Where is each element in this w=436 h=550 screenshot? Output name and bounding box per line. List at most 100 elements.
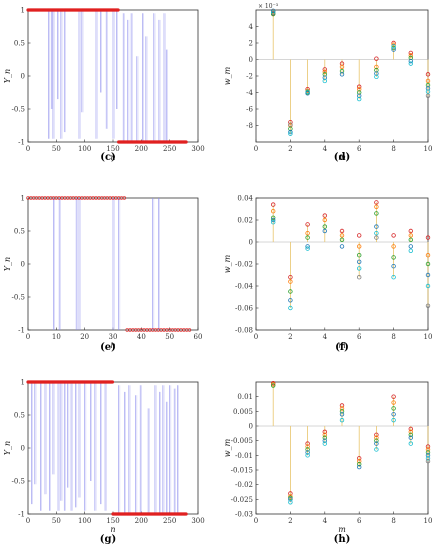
weight-point xyxy=(408,228,413,234)
weight-point xyxy=(288,298,293,303)
x-tick-label: 150 xyxy=(106,517,119,525)
weight-point xyxy=(305,441,310,446)
x-tick-label: 40 xyxy=(137,333,146,341)
weight-point xyxy=(391,244,396,249)
weight-point xyxy=(425,444,431,449)
weight-point xyxy=(357,259,362,264)
y-tick-label: 0 xyxy=(21,261,25,269)
weight-point xyxy=(339,406,345,411)
panel-g: 0 50 100 150 200 250 300 -1 -0.5 0 0.5 1 n Y_n (g) xyxy=(3,379,205,546)
weight-point xyxy=(425,252,431,258)
x-tick-label: 50 xyxy=(52,517,61,525)
weight-point xyxy=(374,74,379,80)
weight-point xyxy=(322,432,327,437)
y-tick-label: -1 xyxy=(18,511,25,519)
weight-point xyxy=(271,8,276,14)
weight-point xyxy=(425,450,431,455)
plot-frame-g xyxy=(27,381,199,515)
weight-point xyxy=(288,497,293,502)
x-tick-label: 250 xyxy=(163,145,176,153)
x-tick-label: 250 xyxy=(163,517,176,525)
weight-point xyxy=(322,228,327,234)
weight-point xyxy=(339,412,345,417)
weight-point xyxy=(391,406,396,411)
x-tick-label: 300 xyxy=(191,517,204,525)
panel-c: 0 50 100 150 200 250 300 -1 -0.5 0 0.5 1 n Y_n (c) xyxy=(3,7,205,164)
weight-point xyxy=(305,246,310,251)
y-tick-label: -0.08 xyxy=(235,327,253,335)
y-tick-label: -6 xyxy=(246,106,253,114)
weight-point xyxy=(339,244,345,249)
panel-caption: (d) xyxy=(334,152,350,163)
weight-point xyxy=(288,122,293,127)
weight-point xyxy=(271,208,276,214)
weight-point xyxy=(374,204,379,209)
weight-point xyxy=(425,453,431,458)
x-tick-label: 30 xyxy=(109,333,118,341)
marker-point xyxy=(116,8,120,12)
y-tick-label: -0.015 xyxy=(231,467,253,475)
weight-point xyxy=(425,459,431,464)
weight-point xyxy=(425,456,431,461)
weight-point xyxy=(322,69,327,75)
y-tick-label: -0.02 xyxy=(235,481,253,489)
x-tick-label: 0 xyxy=(254,145,258,153)
weight-point xyxy=(339,409,345,414)
weight-point xyxy=(391,44,396,49)
weight-point xyxy=(357,252,362,258)
weight-point xyxy=(305,89,310,94)
panel-caption: (f) xyxy=(335,342,349,353)
weight-point xyxy=(374,56,379,61)
weight-point xyxy=(391,275,396,280)
weight-point xyxy=(288,495,293,501)
y-axis-label: w_m xyxy=(223,254,232,273)
weight-point xyxy=(408,61,413,66)
x-tick-label: 4 xyxy=(323,145,328,153)
weight-point xyxy=(305,447,310,452)
weight-point xyxy=(288,279,293,284)
y-tick-label: -0.025 xyxy=(231,496,253,504)
weight-point xyxy=(391,233,396,238)
panel-h: 0 2 4 6 8 10 -0.03 -0.025 -0.02 -0.015 -0.01 -0.005… xyxy=(223,380,432,545)
weight-point xyxy=(357,461,362,467)
y-axis-label: Y_n xyxy=(3,257,12,271)
weight-point xyxy=(271,219,276,225)
y-tick-label: -0.06 xyxy=(235,305,253,313)
x-tick-label: 2 xyxy=(288,517,292,525)
weight-point xyxy=(357,244,362,249)
weight-point xyxy=(408,50,413,56)
weight-point xyxy=(374,432,379,437)
x-tick-label: 100 xyxy=(78,145,91,153)
panel-caption: (h) xyxy=(334,534,351,545)
x-tick-label: 0 xyxy=(26,145,30,153)
weight-point xyxy=(357,233,362,238)
y-tick-label: -0.5 xyxy=(12,294,26,302)
weight-point xyxy=(374,447,379,452)
y-tick-label: 0.04 xyxy=(237,195,253,203)
weight-point xyxy=(322,224,327,229)
weight-point xyxy=(391,45,396,51)
y-tick-label: 0 xyxy=(249,56,253,64)
weight-point xyxy=(305,91,310,96)
weight-point xyxy=(357,84,362,89)
y-tick-label: -0.02 xyxy=(235,261,253,269)
y-tick-label: 1 xyxy=(21,7,25,15)
weight-point xyxy=(271,217,276,223)
weight-point xyxy=(408,426,413,432)
weight-point xyxy=(425,261,431,267)
weight-point xyxy=(288,305,293,311)
weight-point xyxy=(322,435,327,440)
weight-point xyxy=(339,64,345,70)
weight-point xyxy=(305,230,310,236)
x-tick-label: 200 xyxy=(135,517,148,525)
weight-point xyxy=(288,491,293,496)
weight-point xyxy=(391,394,396,399)
x-tick-label: 10 xyxy=(52,333,61,341)
weight-point xyxy=(288,129,293,135)
weight-point xyxy=(374,435,379,440)
y-tick-label: 0.01 xyxy=(237,393,253,401)
y-tick-label: -1 xyxy=(18,139,25,147)
weight-point xyxy=(408,432,413,437)
weight-point xyxy=(288,131,293,136)
weight-point xyxy=(271,202,276,207)
